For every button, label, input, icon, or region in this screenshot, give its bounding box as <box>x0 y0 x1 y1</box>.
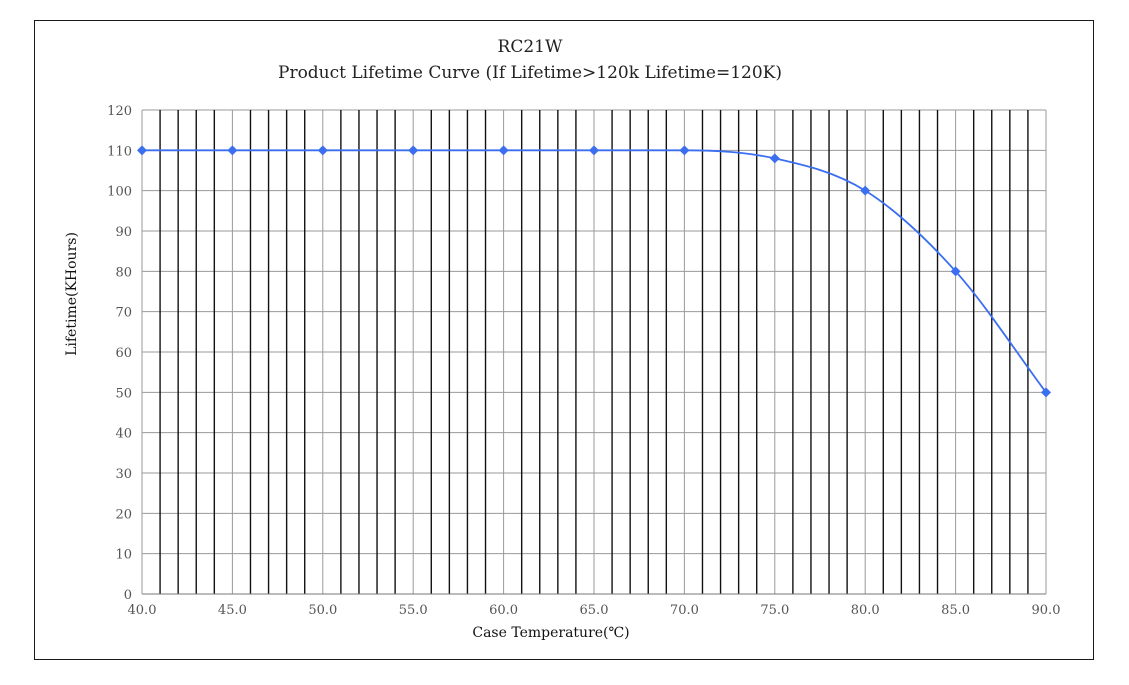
x-tick-label: 55.0 <box>399 603 428 618</box>
y-tick-label: 120 <box>107 104 132 119</box>
y-tick-label: 100 <box>107 185 132 200</box>
y-tick-labels: 0 10 20 30 40 50 60 70 80 90 100 110 120 <box>107 104 132 603</box>
series-line <box>141 149 1047 393</box>
data-point <box>317 145 328 156</box>
y-tick-label: 10 <box>115 548 132 563</box>
x-tick-label: 50.0 <box>308 603 337 618</box>
x-tick-label: 40.0 <box>128 603 157 618</box>
data-point <box>860 185 871 196</box>
data-point <box>498 145 509 156</box>
chart-title: RC21W <box>498 37 563 57</box>
series-line-layer <box>141 149 1047 393</box>
data-point <box>679 145 690 156</box>
x-tick-label: 65.0 <box>580 603 609 618</box>
y-tick-label: 60 <box>115 346 132 361</box>
y-tick-label: 0 <box>124 588 132 603</box>
y-axis-title: Lifetime(KHours) <box>64 232 80 356</box>
y-tick-label: 110 <box>107 144 132 159</box>
data-point <box>137 145 147 156</box>
data-point <box>408 145 419 156</box>
data-point <box>950 266 961 277</box>
x-tick-label: 80.0 <box>851 603 880 618</box>
x-tick-label: 70.0 <box>670 603 699 618</box>
y-tick-label: 30 <box>115 467 132 482</box>
data-points <box>137 145 1051 398</box>
grid <box>141 109 1047 595</box>
x-tick-label: 75.0 <box>760 603 789 618</box>
x-axis-title: Case Temperature(℃) <box>472 625 629 641</box>
y-tick-label: 20 <box>115 507 132 522</box>
data-point <box>1041 387 1051 398</box>
y-tick-label: 70 <box>115 306 132 321</box>
data-point <box>769 153 780 164</box>
data-point <box>589 145 599 156</box>
y-tick-label: 40 <box>115 427 132 442</box>
data-point <box>227 145 238 156</box>
chart-subtitle: Product Lifetime Curve (If Lifetime>120k… <box>278 63 782 83</box>
x-tick-label: 60.0 <box>489 603 518 618</box>
x-tick-label: 45.0 <box>218 603 247 618</box>
y-tick-label: 90 <box>115 225 132 240</box>
y-tick-label: 80 <box>115 265 132 280</box>
y-tick-label: 50 <box>115 386 132 401</box>
x-tick-label: 90.0 <box>1032 603 1061 618</box>
x-tick-labels: 40.0 45.0 50.0 55.0 60.0 65.0 70.0 75.0 80.0 85.0… <box>128 603 1061 618</box>
x-tick-label: 85.0 <box>941 603 970 618</box>
